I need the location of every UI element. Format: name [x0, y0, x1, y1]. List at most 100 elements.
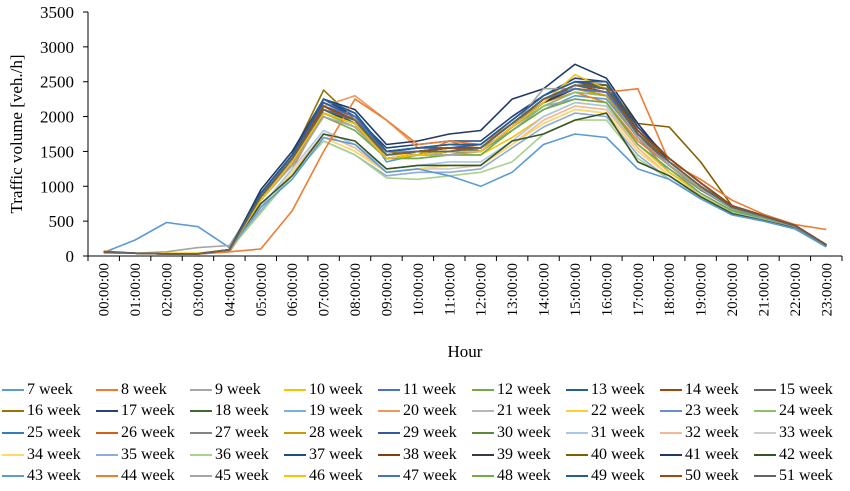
- series-line-24-week: [103, 91, 827, 255]
- series-line-10-week: [103, 101, 827, 254]
- legend-label: 34 week: [27, 445, 81, 463]
- legend-swatch: [472, 431, 494, 434]
- series-line-38-week: [103, 84, 827, 255]
- legend-swatch: [2, 388, 24, 391]
- series-line-50-week: [103, 84, 827, 255]
- legend-swatch: [190, 410, 212, 413]
- x-tick-label: 16:00:00: [599, 263, 615, 316]
- legend-swatch: [378, 410, 400, 413]
- legend-label: 37 week: [309, 445, 363, 463]
- legend-label: 48 week: [497, 467, 551, 485]
- legend-item-47-week: 47 week: [378, 465, 472, 487]
- legend-swatch: [378, 431, 400, 434]
- legend-label: 51 week: [779, 467, 833, 485]
- legend-label: 47 week: [403, 467, 457, 485]
- legend-label: 49 week: [591, 467, 645, 485]
- legend-item-38-week: 38 week: [378, 444, 472, 466]
- y-tick-label: 1500: [40, 142, 74, 161]
- legend-swatch: [190, 431, 212, 434]
- y-tick-label: 2500: [40, 73, 74, 92]
- legend-label: 35 week: [121, 445, 175, 463]
- legend-label: 27 week: [215, 423, 269, 441]
- series-line-18-week: [103, 84, 827, 255]
- legend-label: 29 week: [403, 423, 457, 441]
- legend-item-43-week: 43 week: [2, 465, 96, 487]
- y-tick-label: 1000: [40, 177, 74, 196]
- legend-swatch: [566, 388, 588, 391]
- legend-swatch: [284, 431, 306, 434]
- y-tick-label: 3000: [40, 38, 74, 57]
- series-line-26-week: [103, 84, 827, 255]
- x-tick-label: 14:00:00: [537, 263, 553, 316]
- legend-swatch: [660, 431, 682, 434]
- x-tick-label: 00:00:00: [97, 263, 113, 316]
- x-axis-title: Hour: [448, 342, 483, 361]
- series-line-51-week: [103, 84, 827, 255]
- series-line-9-week: [103, 98, 827, 254]
- legend-swatch: [284, 475, 306, 478]
- x-tick-label: 19:00:00: [694, 263, 710, 316]
- series-line-21-week: [103, 84, 827, 255]
- legend-swatch: [378, 475, 400, 478]
- legend-label: 12 week: [497, 380, 551, 398]
- legend-swatch: [96, 431, 118, 434]
- legend-label: 17 week: [121, 402, 175, 420]
- legend-swatch: [2, 431, 24, 434]
- line-chart: 0 500 1000 1500 2000 2500 3000 3500 00:00:00 01:…: [7, 3, 843, 361]
- legend-item-41-week: 41 week: [660, 444, 754, 466]
- series-line-46-week: [103, 73, 827, 255]
- legend-item-35-week: 35 week: [96, 444, 190, 466]
- legend-swatch: [96, 388, 118, 391]
- legend-label: 36 week: [215, 445, 269, 463]
- legend-item-19-week: 19 week: [284, 401, 378, 423]
- series-line-35-week: [103, 112, 827, 255]
- legend-swatch: [190, 388, 212, 391]
- legend-item-15-week: 15 week: [754, 379, 848, 401]
- y-tick-label: 3500: [40, 3, 74, 22]
- legend-swatch: [284, 410, 306, 413]
- legend-item-30-week: 30 week: [472, 422, 566, 444]
- x-tick-label: 03:00:00: [191, 263, 207, 316]
- legend-item-34-week: 34 week: [2, 444, 96, 466]
- x-tick-label: 10:00:00: [411, 263, 427, 316]
- legend-item-18-week: 18 week: [190, 401, 284, 423]
- legend-label: 20 week: [403, 402, 457, 420]
- legend-item-14-week: 14 week: [660, 379, 754, 401]
- legend-label: 28 week: [309, 423, 363, 441]
- series-line-44-week: [103, 87, 827, 255]
- legend-swatch: [472, 453, 494, 456]
- legend-item-9-week: 9 week: [190, 379, 284, 401]
- legend-label: 9 week: [215, 380, 261, 398]
- legend-swatch: [566, 453, 588, 456]
- x-tick-label: 04:00:00: [222, 263, 238, 316]
- legend-item-39-week: 39 week: [472, 444, 566, 466]
- legend-label: 43 week: [27, 467, 81, 485]
- legend-item-23-week: 23 week: [660, 401, 754, 423]
- legend-swatch: [2, 475, 24, 478]
- legend-item-33-week: 33 week: [754, 422, 848, 444]
- legend-item-12-week: 12 week: [472, 379, 566, 401]
- legend-label: 50 week: [685, 467, 739, 485]
- x-tick-label: 23:00:00: [819, 263, 835, 316]
- legend-item-36-week: 36 week: [190, 444, 284, 466]
- x-tick-label: 15:00:00: [568, 263, 584, 316]
- legend-swatch: [472, 388, 494, 391]
- y-tick-label: 500: [49, 212, 75, 231]
- x-tick-label: 20:00:00: [725, 263, 741, 316]
- legend-label: 30 week: [497, 423, 551, 441]
- x-tick-label: 05:00:00: [254, 263, 270, 316]
- x-tick-label: 22:00:00: [788, 263, 804, 316]
- legend-swatch: [96, 410, 118, 413]
- legend-swatch: [754, 431, 776, 434]
- legend-label: 21 week: [497, 402, 551, 420]
- legend-swatch: [566, 475, 588, 478]
- y-axis-title: Traffic volume [veh./h]: [7, 54, 26, 213]
- legend-item-7-week: 7 week: [2, 379, 96, 401]
- y-tick-label: 2000: [40, 108, 74, 127]
- series-line-16-week: [103, 84, 827, 255]
- legend-swatch: [754, 388, 776, 391]
- legend-label: 16 week: [27, 402, 81, 420]
- legend-swatch: [754, 453, 776, 456]
- legend-item-51-week: 51 week: [754, 465, 848, 487]
- legend-swatch: [190, 475, 212, 478]
